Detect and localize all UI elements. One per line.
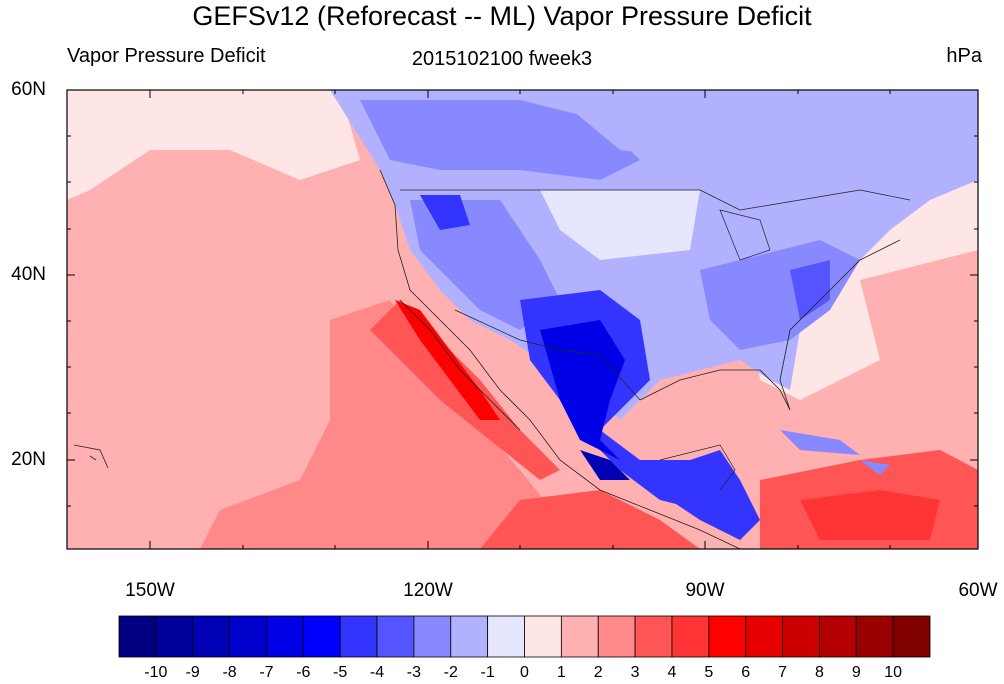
colorbar-swatch [155, 615, 194, 658]
mid-atlantic-negative [790, 260, 830, 320]
colorbar-tick-label: 9 [851, 664, 861, 681]
pacific-coastline [379, 169, 741, 549]
colorbar-tick-label: -10 [144, 664, 168, 681]
variable-label: Vapor Pressure Deficit [67, 45, 266, 67]
baja-coastline [399, 299, 521, 431]
lon-label-120w: 120W [403, 580, 453, 601]
colorbar-swatch [819, 615, 857, 658]
mexico-strong-negative [540, 320, 625, 460]
great-lakes-outline [719, 209, 771, 261]
colorbar-swatch [745, 615, 783, 658]
lat-label-60n: 60N [11, 79, 46, 100]
western-canada-negative [360, 100, 640, 180]
colorbar-tick-label: -9 [185, 664, 200, 681]
central-america-negative [660, 450, 760, 540]
hawaii-outline [73, 444, 109, 469]
pacific-northwest-strong-negative [420, 195, 470, 230]
gulf-atlantic-coastline [639, 239, 901, 411]
colorbar-swatch [266, 615, 304, 658]
colorbar-swatch [302, 615, 341, 658]
units-label: hPa [946, 45, 982, 67]
colorbar-swatch [376, 615, 415, 658]
colorbar-swatch [855, 615, 894, 658]
colorbar-swatch [339, 615, 378, 658]
vpd-field [67, 90, 978, 549]
colorbar-tick-label: -3 [406, 664, 422, 681]
colorbar-tick-label: 0 [520, 664, 529, 681]
colorbar-tick-label: 4 [667, 664, 677, 681]
colorbar-tick-label: -4 [369, 664, 385, 681]
colorbar-swatch [671, 615, 710, 658]
colorbar [118, 615, 931, 658]
colorbar-tick-label: -5 [333, 664, 348, 681]
central-mexico-peak-negative [580, 450, 630, 480]
axis-ticks [67, 89, 978, 549]
colorbar-tick-label: 1 [556, 664, 566, 681]
lon-label-150w: 150W [125, 580, 175, 601]
northern-canada-negative [560, 100, 820, 170]
atlantic-positive-anomaly [860, 250, 978, 380]
colorbar-swatch [634, 615, 673, 658]
colorbar-swatch [597, 615, 636, 658]
colorbar-tick-label: 6 [741, 664, 751, 681]
colorbar-tick-label: -2 [443, 664, 458, 681]
colorbar-swatch [560, 615, 599, 658]
colorbar-tick-label: -7 [259, 664, 274, 681]
plot-frame [66, 89, 979, 550]
mexico-pacific-coast-anomaly [480, 490, 700, 549]
canada-us-negative-field [330, 90, 978, 420]
colorbar-swatch [229, 615, 267, 658]
colorbar-swatch [524, 615, 562, 658]
eastern-pacific-anomaly [200, 300, 580, 549]
northern-plains-weak-negative [540, 190, 700, 260]
baja-peak-anomaly [395, 300, 500, 420]
colorbar-tick-label: 5 [704, 664, 714, 681]
us-mexico-border [454, 309, 641, 401]
colorbar-swatch [450, 615, 489, 658]
colorbar-swatch [782, 615, 820, 658]
caribbean-strong-anomaly [800, 490, 940, 540]
lon-label-90w: 90W [685, 580, 725, 601]
colorbar-swatch [118, 615, 157, 658]
colorbar-tick-label: 10 [884, 664, 903, 681]
colorbar-tick-label: 2 [593, 664, 603, 681]
colorbar-tick-label: -6 [296, 664, 311, 681]
map-title: GEFSv12 (Reforecast -- ML) Vapor Pressur… [192, 1, 812, 31]
colorbar-swatch [487, 615, 525, 658]
forecast-date-label: 2015102100 fweek3 [411, 48, 593, 70]
north-pacific-weak-anomaly [67, 90, 360, 200]
colorbar-swatch [192, 615, 230, 658]
hispaniola-negative [860, 460, 890, 475]
interior-west-negative [410, 200, 560, 330]
colorbar-tick-label: -8 [222, 664, 237, 681]
lon-label-60w: 60W [958, 580, 998, 601]
lat-label-20n: 20N [11, 449, 46, 470]
colorbar-swatch [892, 615, 931, 658]
colorbar-tick-label: 3 [630, 664, 640, 681]
yucatan-coastline [659, 444, 736, 491]
colorbar-tick-label: 8 [814, 664, 824, 681]
colorbar-tick-label: -1 [480, 664, 495, 681]
lat-label-40n: 40N [11, 264, 46, 285]
colorbar-swatch [413, 615, 452, 658]
us-canada-border [400, 189, 911, 211]
colorbar-swatch [708, 615, 747, 658]
colorbar-tick-label: 7 [778, 664, 787, 681]
cuba-negative [780, 430, 860, 455]
